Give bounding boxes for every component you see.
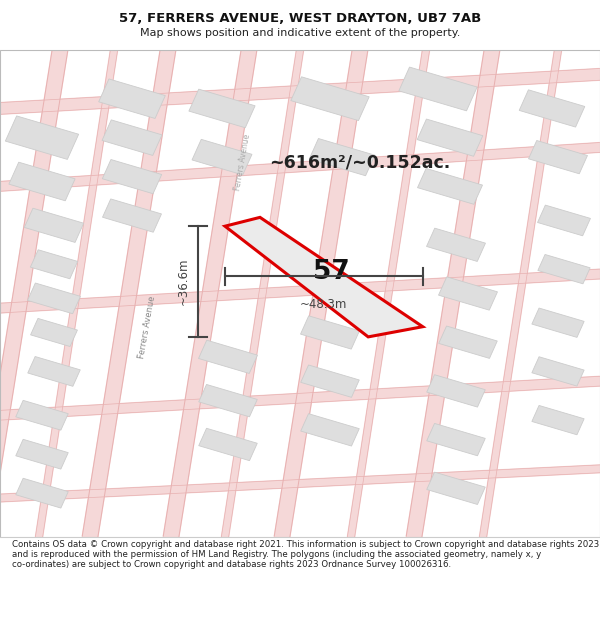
Polygon shape — [274, 49, 368, 538]
Text: ~36.6m: ~36.6m — [176, 258, 190, 305]
Polygon shape — [0, 69, 600, 114]
Polygon shape — [519, 90, 585, 127]
Text: ~48.3m: ~48.3m — [300, 298, 347, 311]
Polygon shape — [301, 365, 359, 398]
Polygon shape — [31, 250, 77, 279]
Polygon shape — [427, 228, 485, 261]
Polygon shape — [199, 428, 257, 461]
Polygon shape — [28, 283, 80, 314]
Polygon shape — [0, 269, 600, 313]
Polygon shape — [538, 205, 590, 236]
Polygon shape — [103, 159, 161, 194]
Polygon shape — [189, 89, 255, 127]
Polygon shape — [221, 49, 304, 538]
Polygon shape — [199, 384, 257, 417]
Polygon shape — [439, 326, 497, 358]
Polygon shape — [406, 49, 500, 538]
Polygon shape — [192, 139, 252, 175]
Polygon shape — [399, 67, 477, 111]
Polygon shape — [529, 141, 587, 174]
Polygon shape — [102, 120, 162, 156]
Polygon shape — [427, 375, 485, 407]
Polygon shape — [25, 208, 83, 242]
Polygon shape — [418, 168, 482, 204]
Polygon shape — [103, 199, 161, 232]
Polygon shape — [427, 423, 485, 456]
Polygon shape — [439, 277, 497, 310]
Polygon shape — [532, 406, 584, 435]
Polygon shape — [0, 142, 600, 191]
Polygon shape — [291, 77, 369, 121]
Text: Map shows position and indicative extent of the property.: Map shows position and indicative extent… — [140, 28, 460, 38]
Polygon shape — [98, 79, 166, 119]
Polygon shape — [199, 340, 257, 374]
Polygon shape — [301, 316, 359, 349]
Polygon shape — [0, 376, 600, 420]
Text: Ferrers Avenue: Ferrers Avenue — [233, 133, 253, 191]
Polygon shape — [16, 478, 68, 508]
Polygon shape — [479, 49, 562, 538]
Polygon shape — [417, 119, 483, 156]
Polygon shape — [427, 472, 485, 504]
Polygon shape — [28, 356, 80, 386]
Text: 57: 57 — [313, 259, 349, 285]
Polygon shape — [31, 318, 77, 346]
Polygon shape — [347, 49, 430, 538]
Polygon shape — [9, 162, 75, 201]
Polygon shape — [532, 308, 584, 338]
Text: 57, FERRERS AVENUE, WEST DRAYTON, UB7 7AB: 57, FERRERS AVENUE, WEST DRAYTON, UB7 7A… — [119, 12, 481, 26]
Polygon shape — [82, 49, 176, 538]
Polygon shape — [0, 465, 600, 502]
Polygon shape — [16, 401, 68, 430]
Polygon shape — [538, 254, 590, 284]
Polygon shape — [0, 49, 68, 538]
Text: Ferrers Avenue: Ferrers Avenue — [137, 296, 157, 360]
Polygon shape — [301, 414, 359, 446]
Polygon shape — [309, 139, 375, 176]
Polygon shape — [163, 49, 257, 538]
Polygon shape — [16, 439, 68, 469]
Polygon shape — [35, 49, 118, 538]
Text: ~616m²/~0.152ac.: ~616m²/~0.152ac. — [269, 153, 451, 171]
Polygon shape — [225, 217, 423, 337]
Polygon shape — [5, 116, 79, 159]
Polygon shape — [532, 357, 584, 386]
Text: Contains OS data © Crown copyright and database right 2021. This information is : Contains OS data © Crown copyright and d… — [12, 539, 599, 569]
